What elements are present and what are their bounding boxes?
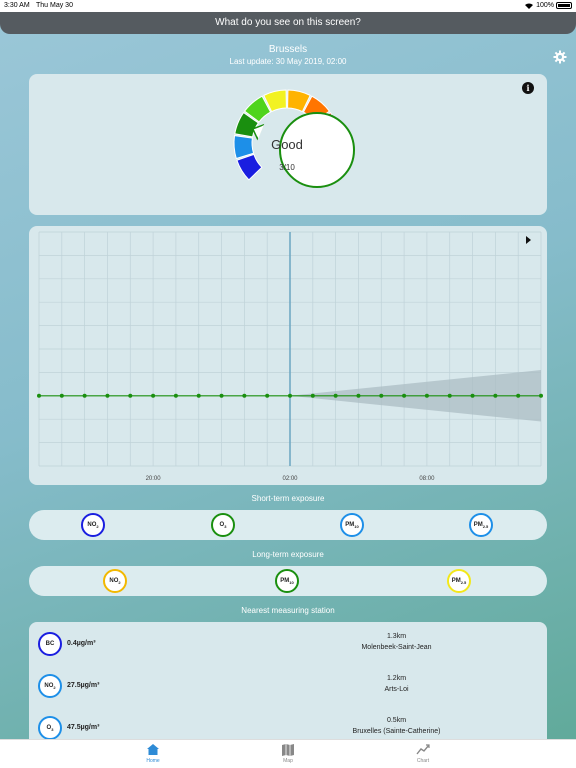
gauge-segment <box>287 89 311 113</box>
data-point <box>128 393 133 398</box>
data-point <box>59 393 64 398</box>
station-row[interactable]: NO2 27.5µg/m³ 1.2km Arts-Loi <box>29 671 547 701</box>
data-point <box>82 393 87 398</box>
play-icon[interactable] <box>526 236 531 244</box>
data-point <box>265 393 270 398</box>
status-time: 3:30 AM <box>4 2 30 9</box>
tab-label: Map <box>283 758 293 764</box>
data-point <box>470 393 475 398</box>
tab-map[interactable]: Map <box>258 742 318 764</box>
x-tick-label: 02:00 <box>282 476 298 482</box>
forecast-chart[interactable]: 20:00 02:00 08:00 <box>29 226 547 485</box>
short-term-pollutant-badge[interactable]: NO2 <box>81 513 105 537</box>
short-term-pollutant-badge[interactable]: O3 <box>211 513 235 537</box>
gauge-segment <box>243 95 272 123</box>
data-point <box>196 393 201 398</box>
air-quality-gauge-card: i Good 3/10 <box>29 74 547 215</box>
station-row[interactable]: BC 0.4µg/m³ 1.3km Molenbeek-Saint-Jean <box>29 629 547 659</box>
header-bar: What do you see on this screen? <box>0 12 576 34</box>
tab-chart[interactable]: Chart <box>393 742 453 764</box>
tab-bar: Home Map Chart <box>0 739 576 768</box>
long-term-title: Long-term exposure <box>252 550 324 559</box>
station-value: 47.5µg/m³ <box>67 724 100 731</box>
header-title: What do you see on this screen? <box>215 17 361 28</box>
gauge-segment <box>236 153 263 181</box>
station-name: Arts-Loi <box>384 686 409 693</box>
gauge-label: Good <box>271 137 303 152</box>
station-distance: 1.3km <box>386 633 407 640</box>
data-point <box>333 393 338 398</box>
battery-label: 100% <box>536 2 554 9</box>
long-term-pollutant-badge[interactable]: NO2 <box>103 569 127 593</box>
station-value: 27.5µg/m³ <box>67 682 100 689</box>
short-term-pollutant-badge[interactable]: PM10 <box>340 513 364 537</box>
chart-icon <box>393 743 453 757</box>
data-point <box>219 393 224 398</box>
long-term-pollutant-badge[interactable]: PM2.5 <box>447 569 471 593</box>
data-point <box>402 393 407 398</box>
long-term-exposure-bar: NO2 PM10 PM2.5 <box>29 566 547 596</box>
status-date: Thu May 30 <box>36 2 73 9</box>
tab-label: Home <box>146 758 160 764</box>
last-update: Last update: 30 May 2019, 02:00 <box>229 57 347 66</box>
gauge-segment <box>233 135 255 160</box>
x-tick-label: 20:00 <box>146 476 162 482</box>
gauge-pointer-fill <box>254 125 264 139</box>
station-row[interactable]: O3 47.5µg/m³ 0.5km Bruxelles (Sainte-Cather… <box>29 713 547 743</box>
data-point <box>516 393 521 398</box>
station-pollutant-badge[interactable]: O3 <box>38 716 62 740</box>
tab-label: Chart <box>416 758 430 764</box>
data-point <box>493 393 498 398</box>
home-icon <box>123 743 183 757</box>
short-term-exposure-bar: NO2 O3 PM10 PM2.5 <box>29 510 547 540</box>
data-point <box>539 393 543 398</box>
data-point <box>379 393 384 398</box>
wifi-icon <box>524 2 534 12</box>
data-point <box>37 393 41 398</box>
battery-icon <box>556 2 572 9</box>
station-name: Molenbeek-Saint-Jean <box>361 644 432 651</box>
data-point <box>151 393 156 398</box>
short-term-pollutant-badge[interactable]: PM2.5 <box>469 513 493 537</box>
tab-home[interactable]: Home <box>123 742 183 764</box>
data-point <box>447 393 452 398</box>
data-point <box>356 393 361 398</box>
station-pollutant-badge[interactable]: BC <box>38 632 62 656</box>
nearest-station-title: Nearest measuring station <box>241 606 335 615</box>
data-point <box>288 393 292 398</box>
data-point <box>242 393 247 398</box>
air-quality-gauge <box>233 89 355 188</box>
status-bar: 3:30 AM Thu May 30 100% <box>0 0 576 12</box>
data-point <box>173 393 178 398</box>
station-pollutant-badge[interactable]: NO2 <box>38 674 62 698</box>
data-point <box>424 393 429 398</box>
city-name: Brussels <box>268 44 308 55</box>
station-distance: 0.5km <box>386 717 407 724</box>
gear-icon[interactable] <box>553 50 567 64</box>
station-value: 0.4µg/m³ <box>67 640 96 647</box>
forecast-chart-card: 20:00 02:00 08:00 <box>29 226 547 485</box>
data-point <box>105 393 110 398</box>
nearest-station-list: BC 0.4µg/m³ 1.3km Molenbeek-Saint-Jean NO2 27… <box>29 622 547 748</box>
gauge-segment <box>234 111 260 138</box>
short-term-title: Short-term exposure <box>251 494 325 503</box>
map-icon <box>258 743 318 757</box>
info-icon[interactable]: i <box>522 82 534 94</box>
gauge-segment <box>263 89 287 113</box>
station-distance: 1.2km <box>386 675 407 682</box>
data-point <box>310 393 315 398</box>
x-tick-label: 08:00 <box>419 476 435 482</box>
gauge-score: 3/10 <box>279 163 295 172</box>
gauge-center <box>279 112 355 188</box>
long-term-pollutant-badge[interactable]: PM10 <box>275 569 299 593</box>
station-name: Bruxelles (Sainte-Catherine) <box>352 728 441 735</box>
